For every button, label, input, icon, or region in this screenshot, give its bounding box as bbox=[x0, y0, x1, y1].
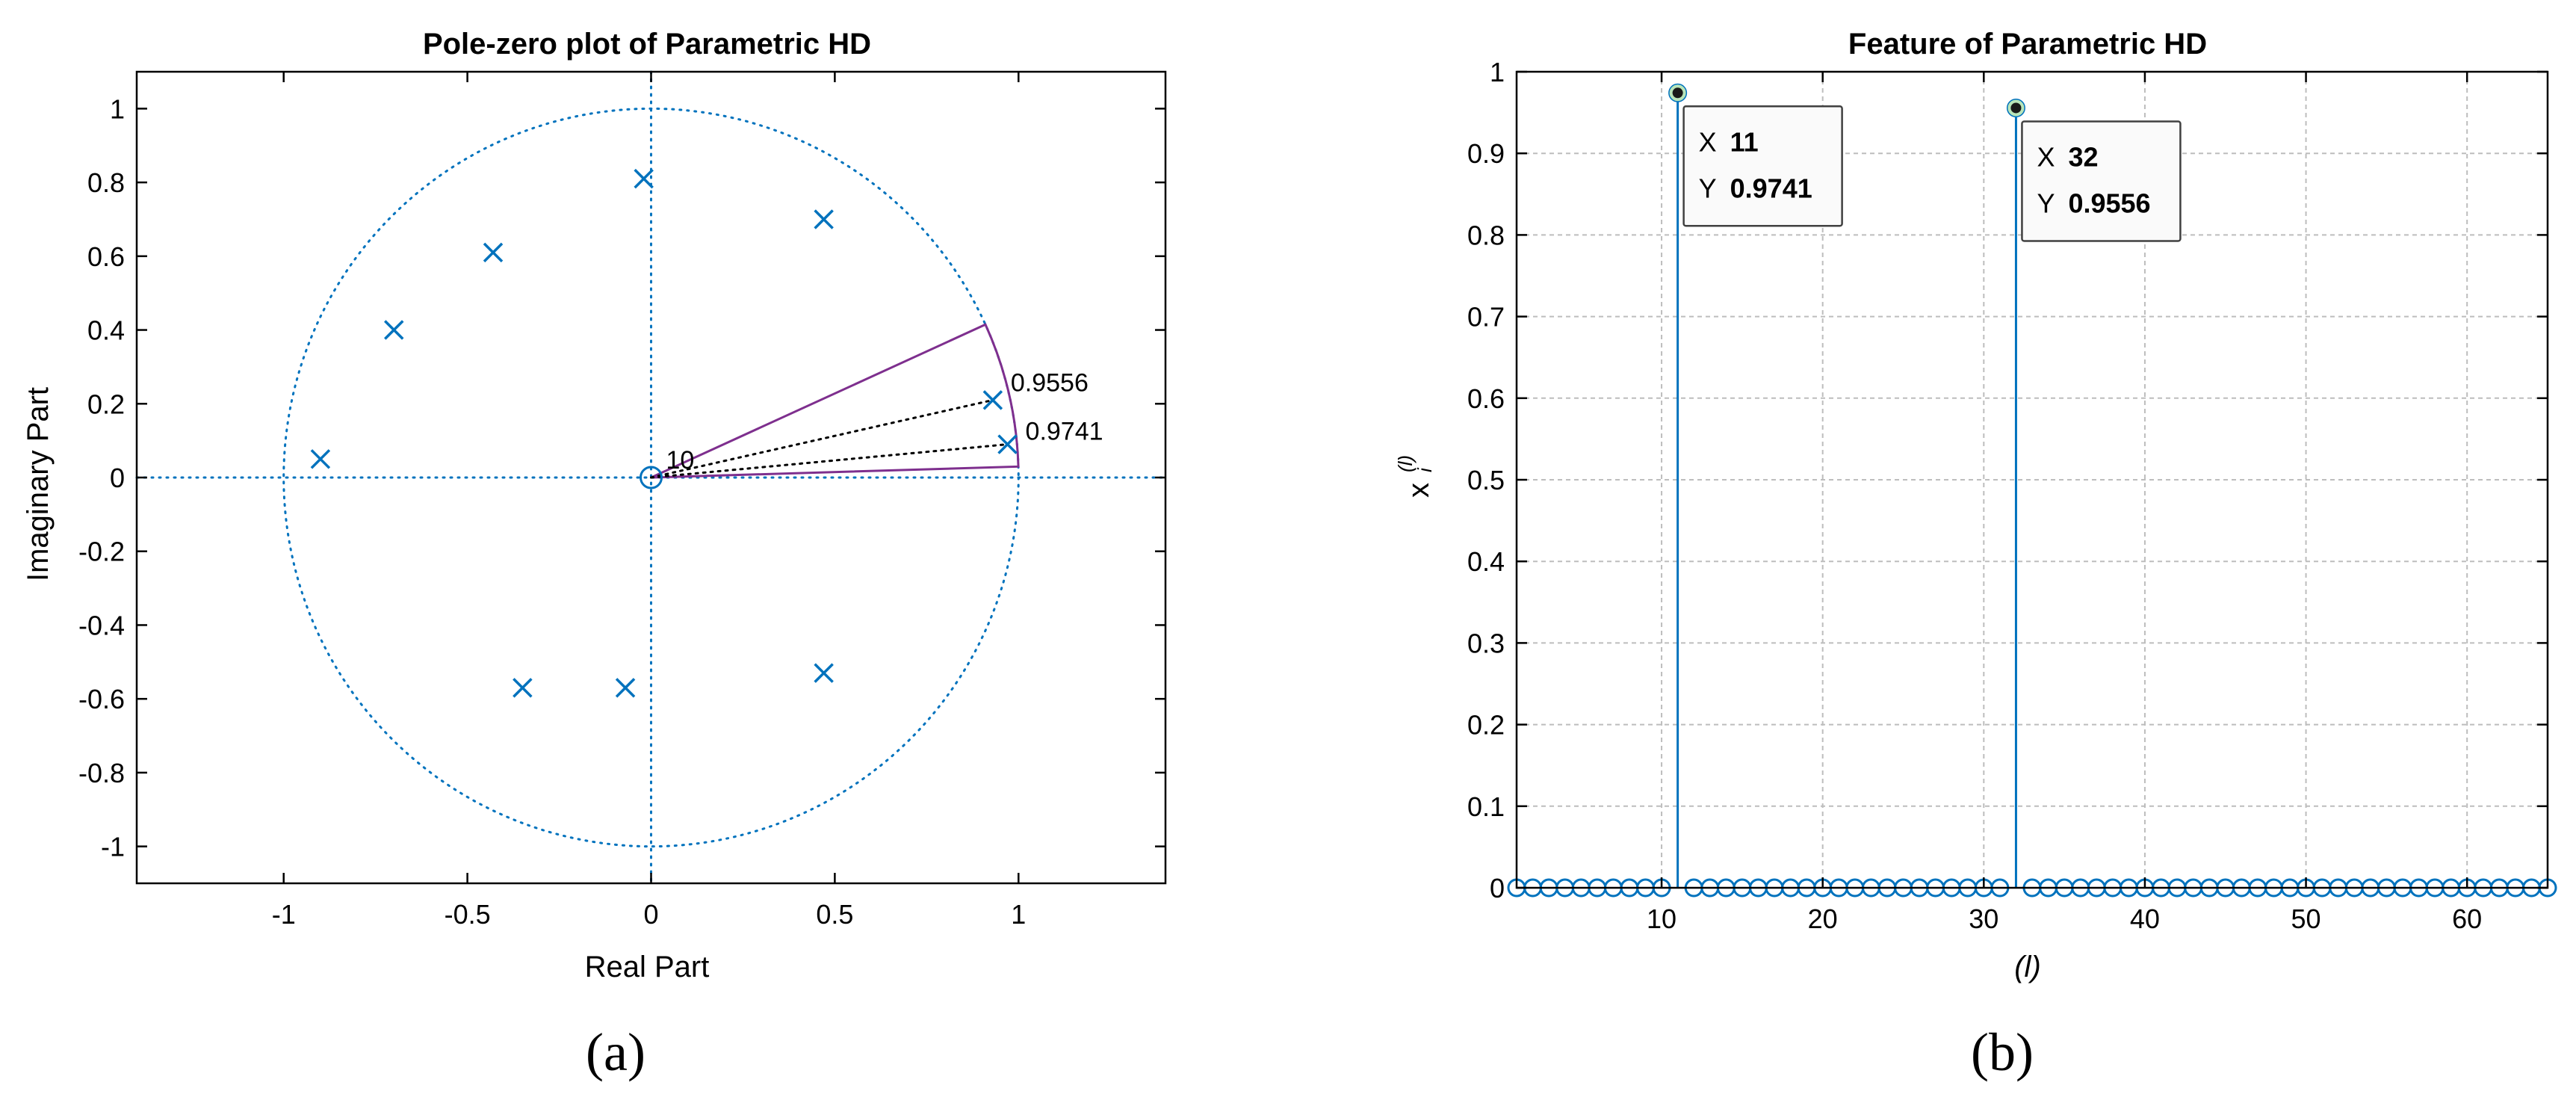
datatip-y-key: Y bbox=[1699, 173, 1717, 203]
y-tick-label: 0.8 bbox=[87, 167, 125, 198]
x-tick-label: 60 bbox=[2452, 903, 2482, 934]
x-tick-label: 30 bbox=[1969, 903, 1998, 934]
feature-plot-title: Feature of Parametric HD bbox=[1848, 28, 2207, 61]
x-tick-label: 10 bbox=[1647, 903, 1676, 934]
pole-marker bbox=[814, 209, 834, 229]
radius-label: 0.9741 bbox=[1026, 418, 1103, 446]
y-tick-label: 0.2 bbox=[87, 389, 125, 419]
datatip-x-value: 11 bbox=[1730, 126, 1759, 157]
pole-marker bbox=[814, 663, 834, 683]
y-tick-label: 0.7 bbox=[1467, 302, 1505, 333]
y-tick-label: -0.2 bbox=[78, 537, 125, 567]
y-tick-label: 0.4 bbox=[87, 315, 125, 346]
radius-line bbox=[650, 443, 1009, 479]
zero-multiplicity-label: 10 bbox=[666, 446, 695, 475]
zero-marker bbox=[640, 466, 663, 489]
y-tick-label: 0.3 bbox=[1467, 628, 1505, 658]
datatip-point bbox=[2007, 99, 2025, 117]
pole-marker bbox=[615, 678, 636, 698]
datatip-box bbox=[1682, 105, 1843, 227]
y-tick-label: 0.4 bbox=[1467, 546, 1505, 577]
pole-marker bbox=[982, 390, 1003, 410]
x-tick-label: -1 bbox=[272, 899, 296, 930]
feature-y-axis-label: x (l) i bbox=[1394, 455, 1436, 498]
datatip-point bbox=[1669, 84, 1686, 102]
feature-stem-plot: Feature of Parametric HD (l) x (l) i (b)… bbox=[1394, 28, 2557, 1082]
datatip-x-key: X bbox=[1699, 126, 1717, 157]
y-tick-label: 0.5 bbox=[1467, 465, 1505, 495]
x-tick-label: 50 bbox=[2291, 903, 2321, 934]
y-tick-label: 0.2 bbox=[1467, 710, 1505, 741]
pole-zero-plot: Pole-zero plot of Parametric HD Real Par… bbox=[22, 28, 1167, 1082]
pole-marker bbox=[483, 242, 504, 263]
y-tick-label: 0 bbox=[1490, 873, 1505, 903]
datatip-y-value: 0.9741 bbox=[1730, 173, 1812, 203]
pole-marker bbox=[634, 168, 654, 189]
pole-zero-plot-title: Pole-zero plot of Parametric HD bbox=[423, 28, 871, 61]
radius-label: 0.9556 bbox=[1011, 368, 1089, 397]
x-tick-label: 40 bbox=[2130, 903, 2160, 934]
y-tick-label: -0.4 bbox=[78, 610, 125, 640]
y-tick-label: 0 bbox=[110, 463, 125, 493]
x-tick-label: 20 bbox=[1808, 903, 1838, 934]
svg-text:(l): (l) bbox=[1394, 455, 1417, 472]
datatip-y-key: Y bbox=[2037, 188, 2055, 218]
pole-marker bbox=[310, 449, 331, 469]
y-tick-label: 1 bbox=[1490, 57, 1505, 87]
pole-marker bbox=[513, 678, 533, 698]
x-tick-label: 0 bbox=[643, 899, 658, 930]
svg-text:x: x bbox=[1402, 483, 1435, 498]
highlight-wedge bbox=[650, 323, 1020, 479]
y-tick-label: -1 bbox=[101, 832, 125, 862]
y-tick-label: 0.8 bbox=[1467, 220, 1505, 250]
x-tick-label: 1 bbox=[1011, 899, 1026, 930]
panel-label-b: (b) bbox=[1971, 1022, 2034, 1082]
y-tick-label: 0.1 bbox=[1467, 791, 1505, 822]
feature-x-axis-label: (l) bbox=[2014, 951, 2041, 983]
y-tick-label: 0.6 bbox=[87, 241, 125, 272]
y-tick-label: 1 bbox=[110, 93, 125, 124]
datatip-x-key: X bbox=[2037, 141, 2055, 172]
x-tick-label: -0.5 bbox=[445, 899, 491, 930]
y-tick-label: 0.9 bbox=[1467, 138, 1505, 169]
x-tick-label: 0.5 bbox=[816, 899, 853, 930]
pole-zero-x-axis-label: Real Part bbox=[585, 951, 710, 983]
y-tick-label: 0.6 bbox=[1467, 383, 1505, 414]
datatip-x-value: 32 bbox=[2068, 141, 2098, 172]
pole-zero-y-axis-label: Imaginary Part bbox=[22, 387, 55, 581]
radius-line bbox=[650, 398, 994, 479]
pole-marker bbox=[997, 434, 1018, 454]
pole-marker bbox=[384, 320, 404, 340]
datatip-box bbox=[2021, 120, 2182, 242]
svg-text:i: i bbox=[1414, 467, 1436, 472]
datatip-y-value: 0.9556 bbox=[2068, 188, 2150, 218]
y-tick-label: -0.8 bbox=[78, 758, 125, 788]
panel-label-a: (a) bbox=[586, 1022, 645, 1082]
y-tick-label: -0.6 bbox=[78, 684, 125, 714]
